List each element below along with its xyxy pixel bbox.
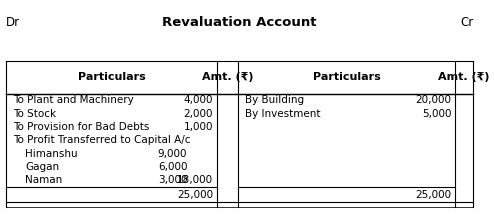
- Text: 25,000: 25,000: [177, 189, 213, 200]
- Text: 6,000: 6,000: [158, 162, 187, 172]
- Text: 20,000: 20,000: [415, 95, 452, 105]
- Text: Himanshu: Himanshu: [25, 149, 78, 159]
- Text: 9,000: 9,000: [158, 149, 187, 159]
- Text: Particulars: Particulars: [78, 72, 145, 82]
- Text: Amt. (₹): Amt. (₹): [438, 72, 490, 82]
- Text: To Provision for Bad Debts: To Provision for Bad Debts: [13, 122, 150, 132]
- Text: 25,000: 25,000: [415, 189, 452, 200]
- Text: Cr: Cr: [460, 16, 473, 29]
- Text: Amt. (₹): Amt. (₹): [202, 72, 253, 82]
- Text: To Profit Transferred to Capital A/c: To Profit Transferred to Capital A/c: [13, 135, 191, 145]
- Text: To Plant and Machinery: To Plant and Machinery: [13, 95, 134, 105]
- Text: 18,000: 18,000: [177, 175, 213, 185]
- Text: By Investment: By Investment: [246, 109, 321, 119]
- Text: Revaluation Account: Revaluation Account: [163, 16, 317, 29]
- Text: To Stock: To Stock: [13, 109, 56, 119]
- Text: 1,000: 1,000: [183, 122, 213, 132]
- Text: 2,000: 2,000: [183, 109, 213, 119]
- Text: 5,000: 5,000: [422, 109, 452, 119]
- Text: 4,000: 4,000: [183, 95, 213, 105]
- Text: Naman: Naman: [25, 175, 62, 185]
- Text: Dr: Dr: [6, 16, 20, 29]
- Text: Gagan: Gagan: [25, 162, 59, 172]
- Text: By Building: By Building: [246, 95, 304, 105]
- Text: 3,000: 3,000: [158, 175, 187, 185]
- Text: Particulars: Particulars: [313, 72, 380, 82]
